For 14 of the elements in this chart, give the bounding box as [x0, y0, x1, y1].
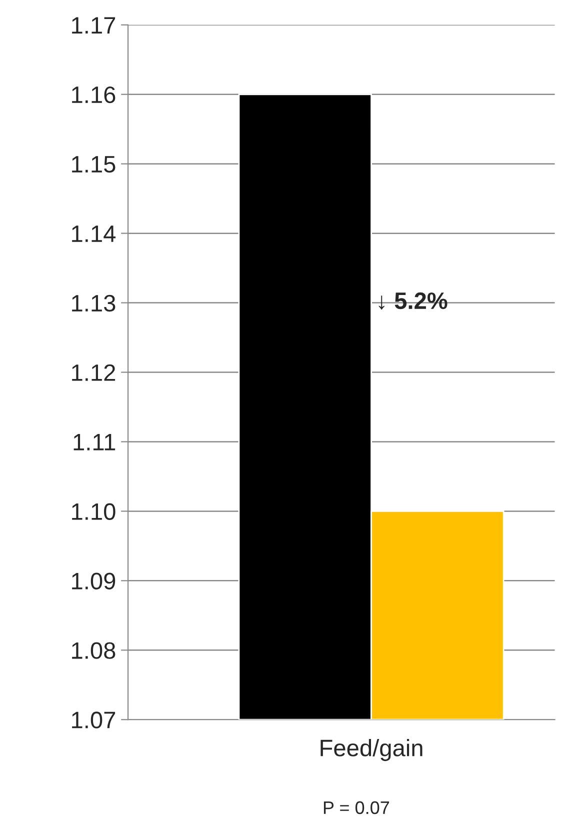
y-tick-label: 1.11: [74, 434, 116, 450]
x-tick-label: Feed/gain: [320, 739, 422, 762]
y-tick-label: 1.10: [72, 503, 116, 520]
y-tick-label: 1.16: [72, 86, 116, 104]
y-tick-label: 1.08: [72, 642, 116, 659]
y-tick-label: 1.09: [72, 572, 116, 590]
text: P = 0.07: [324, 801, 390, 814]
y-tick-label: 1.14: [72, 226, 116, 242]
annotation: ↓ 5.2%: [378, 292, 448, 310]
y-tick-label: 1.13: [72, 294, 116, 312]
y-tick-label: 1.12: [72, 364, 116, 381]
y-tick-label: 1.07: [72, 712, 116, 728]
y-tick-label: 1.15: [72, 156, 116, 173]
y-tick-label: 1.17: [72, 17, 116, 34]
